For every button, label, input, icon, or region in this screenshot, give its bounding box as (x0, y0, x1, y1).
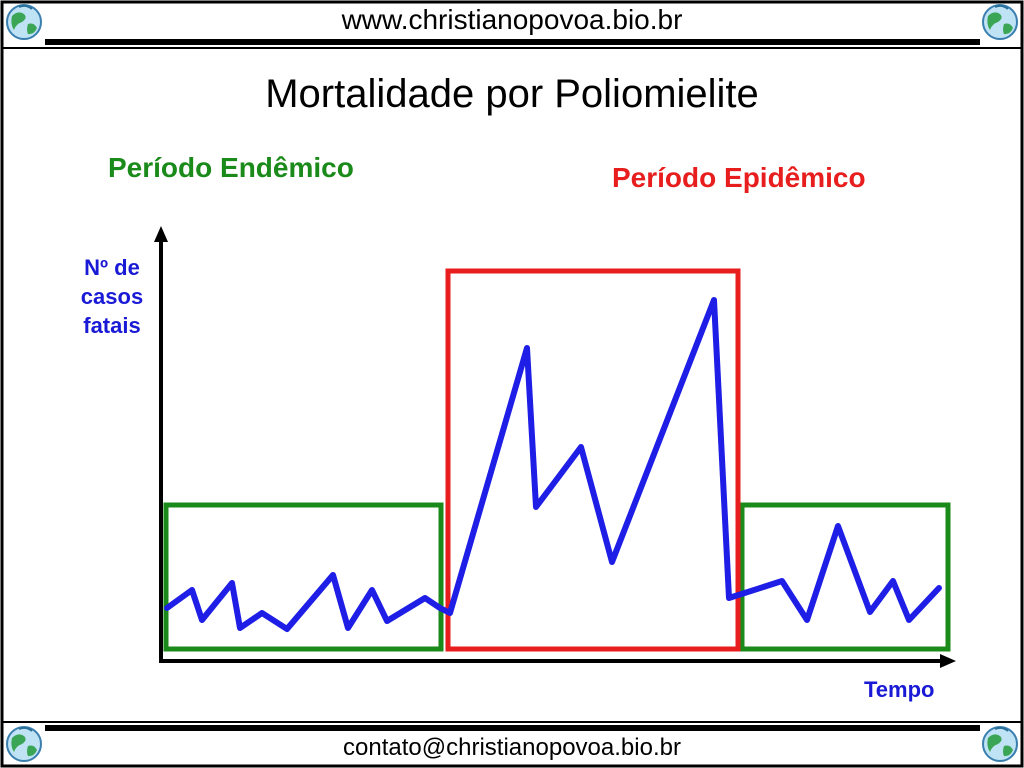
globe-icon (6, 4, 42, 40)
globe-icon (982, 726, 1018, 762)
header-url: www.christianopovoa.bio.br (341, 4, 683, 35)
endemic-box-left (163, 502, 444, 652)
endemic-box-right (739, 502, 951, 652)
epidemic-box (445, 268, 741, 652)
footer-contact: contato@christianopovoa.bio.br (343, 734, 681, 761)
globe-icon (982, 4, 1018, 40)
mortality-series-line (164, 297, 942, 632)
y-axis-label: Nº de casos fatais (80, 255, 144, 338)
epidemic-period-label: Período Epidêmico (612, 162, 866, 193)
globe-icon (6, 726, 42, 762)
axes (154, 226, 956, 668)
x-axis-label: Tempo (864, 677, 935, 702)
endemic-period-label: Período Endêmico (108, 152, 354, 183)
page-title: Mortalidade por Poliomielite (265, 72, 759, 116)
